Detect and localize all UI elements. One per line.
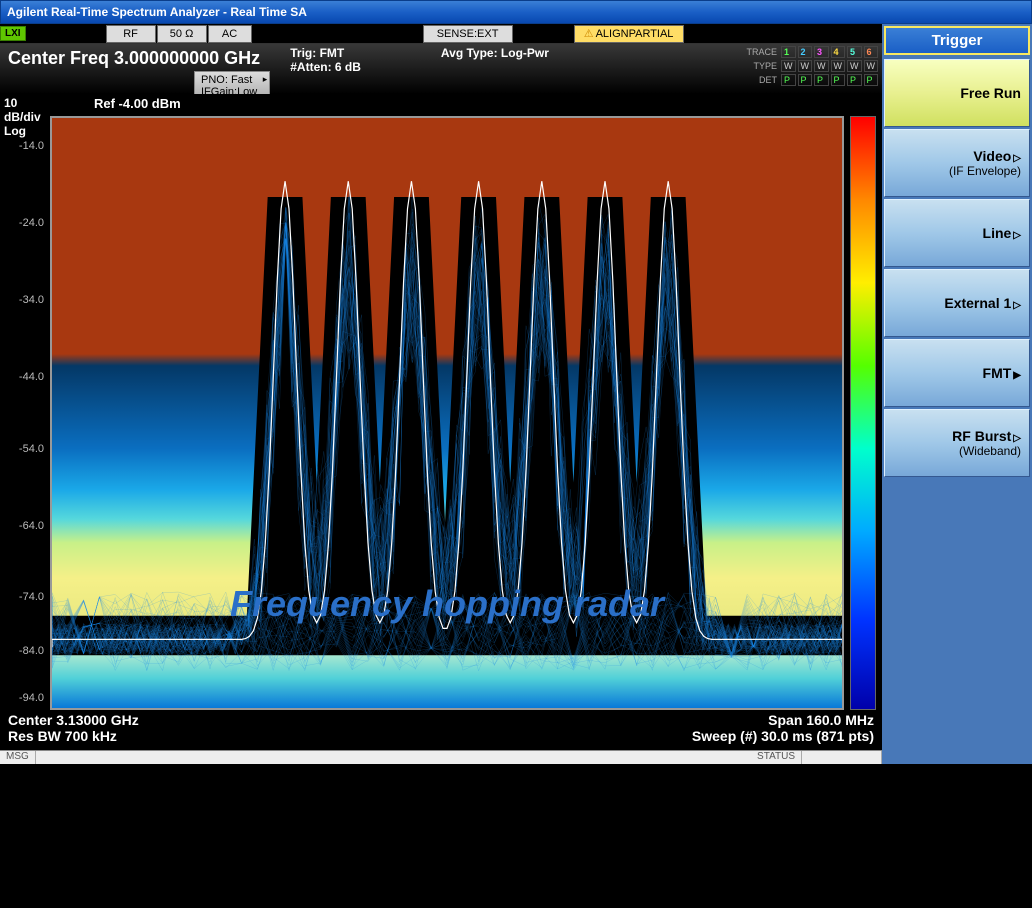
ac-indicator: AC — [208, 25, 252, 43]
trigger-btn-free-run[interactable]: Free Run — [884, 59, 1030, 127]
resbw-readout: Res BW 700 kHz — [8, 728, 139, 744]
center-freq-readout: Center Freq 3.000000000 GHz — [4, 46, 270, 71]
spectrum-plot[interactable]: Frequency hopping radar — [50, 116, 844, 710]
avg-type-readout: Avg Type: Log-Pwr — [441, 46, 549, 60]
align-partial-indicator: ALIGNPARTIAL — [574, 25, 684, 43]
trace-settings-indicator: TRACE123456TYPEWWWWWWDETPPPPPP — [742, 44, 880, 88]
window-title: Agilent Real-Time Spectrum Analyzer - Re… — [7, 5, 307, 19]
density-colorbar — [850, 116, 876, 710]
span-readout: Span 160.0 MHz — [692, 712, 874, 728]
y-axis-ticks: -14.0-24.0-34.0-44.0-54.0-64.0-74.0-84.0… — [0, 116, 48, 710]
plot-footer: Center 3.13000 GHz Res BW 700 kHz Span 1… — [0, 712, 882, 750]
lxi-badge: LXI — [0, 26, 26, 41]
sweep-readout: Sweep (#) 30.0 ms (871 pts) — [692, 728, 874, 744]
center-readout: Center 3.13000 GHz — [8, 712, 139, 728]
spectrum-traces — [52, 118, 842, 908]
trigger-btn-rf-burst[interactable]: RF Burst▷(Wideband) — [884, 409, 1030, 477]
atten-readout: #Atten: 6 dB — [290, 60, 361, 74]
status-toolbar: LXI RF 50 Ω AC SENSE:EXT ALIGNPARTIAL — [0, 24, 882, 44]
rf-indicator: RF — [106, 25, 156, 43]
trigger-btn-video[interactable]: Video▷(IF Envelope) — [884, 129, 1030, 197]
trig-readout: Trig: FMT — [290, 46, 361, 60]
sidebar-title: Trigger — [884, 26, 1030, 55]
msg-label: MSG — [0, 751, 36, 764]
measurement-readout: Center Freq 3.000000000 GHz PNO: Fast IF… — [0, 44, 882, 94]
impedance-indicator: 50 Ω — [157, 25, 207, 43]
trigger-btn-line[interactable]: Line▷ — [884, 199, 1030, 267]
trigger-sidebar: Trigger Free RunVideo▷(IF Envelope)Line▷… — [882, 24, 1032, 764]
window-titlebar: Agilent Real-Time Spectrum Analyzer - Re… — [0, 0, 1032, 24]
trigger-btn-fmt[interactable]: FMT▶ — [884, 339, 1030, 407]
trigger-btn-external-1[interactable]: External 1▷ — [884, 269, 1030, 337]
sense-indicator: SENSE:EXT — [423, 25, 513, 43]
